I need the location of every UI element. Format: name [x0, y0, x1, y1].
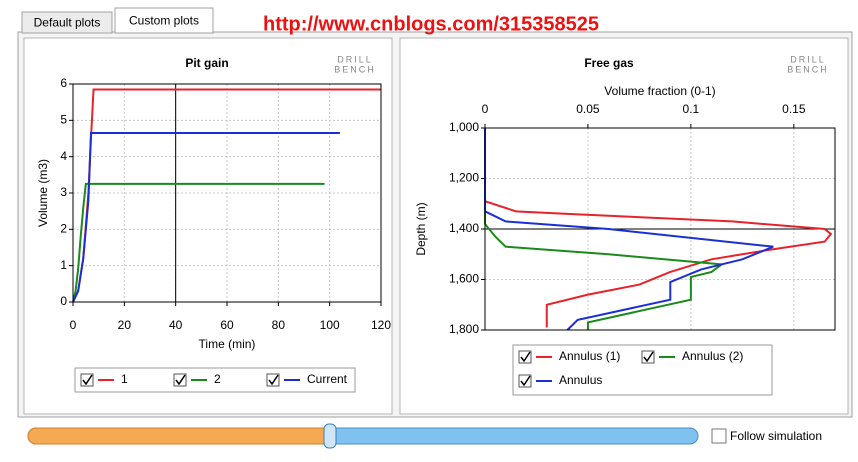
legend-check — [643, 351, 654, 363]
y-tick-label: 1,600 — [449, 272, 479, 286]
legend-label: Annulus (2) — [682, 349, 743, 363]
tab-label[interactable]: Custom plots — [129, 14, 199, 28]
y-tick-label: 2 — [60, 222, 67, 236]
x-tick-label: 60 — [220, 318, 234, 332]
x-axis-label: Volume fraction (0-1) — [604, 84, 715, 98]
slider-thumb[interactable] — [323, 423, 337, 449]
slider-progress — [27, 427, 331, 445]
legend-check — [520, 351, 531, 363]
legend — [74, 367, 356, 393]
y-tick-label: 6 — [60, 76, 67, 90]
chart-title: Pit gain — [185, 56, 228, 70]
chart-title: Free gas — [584, 56, 634, 70]
y-tick-label: 1 — [60, 258, 67, 272]
plot-frame — [72, 83, 382, 303]
y-axis-label: Volume (m3) — [36, 159, 50, 227]
legend-check — [268, 374, 279, 386]
y-axis-label: Depth (m) — [414, 202, 428, 255]
tab[interactable] — [114, 7, 214, 34]
y-tick-label: 4 — [60, 149, 67, 163]
legend-label: Current — [307, 372, 348, 386]
legend-label: 2 — [214, 372, 221, 386]
logo: BENCH — [787, 64, 829, 74]
legend-label: Annulus (1) — [559, 349, 620, 363]
x-tick-label: 0.1 — [683, 102, 700, 116]
checkbox-label[interactable]: Follow simulation — [730, 429, 822, 443]
x-tick-label: 120 — [371, 318, 391, 332]
y-tick-label: 5 — [60, 113, 67, 127]
y-tick-label: 1,400 — [449, 221, 479, 235]
y-tick-label: 1,800 — [449, 322, 479, 336]
legend-check — [175, 374, 186, 386]
tab-label[interactable]: Default plots — [34, 16, 101, 30]
x-tick-label: 0.15 — [782, 102, 806, 116]
x-tick-label: 0 — [70, 318, 77, 332]
legend-label: 1 — [121, 372, 128, 386]
legend-check — [520, 375, 531, 387]
x-tick-label: 100 — [320, 318, 340, 332]
logo: BENCH — [334, 64, 376, 74]
x-tick-label: 0.05 — [576, 102, 600, 116]
series-line — [484, 128, 774, 331]
legend-label: Annulus — [559, 373, 602, 387]
legend-check — [82, 374, 93, 386]
logo: DRILL — [790, 54, 826, 64]
x-axis-label: Time (min) — [199, 337, 256, 351]
y-tick-label: 0 — [60, 294, 67, 308]
checkbox[interactable] — [711, 428, 727, 444]
plot-frame — [484, 127, 836, 331]
series-line — [72, 132, 340, 303]
series-line — [72, 182, 325, 303]
y-tick-label: 3 — [60, 185, 67, 199]
x-tick-label: 40 — [169, 318, 183, 332]
y-tick-label: 1,000 — [449, 120, 479, 134]
series-line — [484, 128, 833, 328]
x-tick-label: 20 — [118, 318, 132, 332]
x-tick-label: 80 — [272, 318, 286, 332]
tab[interactable] — [21, 11, 113, 34]
logo: DRILL — [337, 54, 373, 64]
y-tick-label: 1,200 — [449, 171, 479, 185]
x-tick-label: 0 — [482, 102, 489, 116]
watermark: http://www.cnblogs.com/315358525 — [263, 13, 599, 35]
